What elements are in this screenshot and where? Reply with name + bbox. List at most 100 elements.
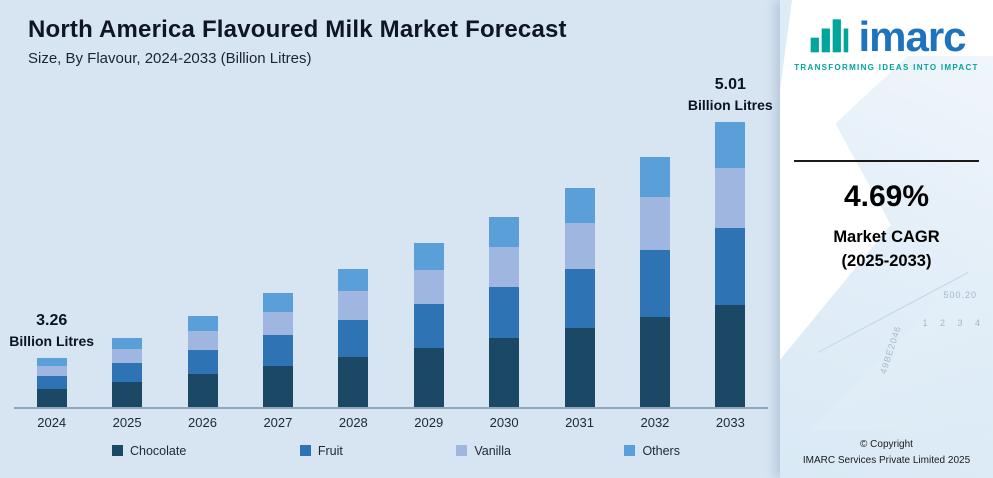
bar-segment-vanilla-2032 — [639, 197, 670, 250]
bar-segment-chocolate-2032 — [639, 316, 670, 407]
bar-segment-vanilla-2030 — [489, 246, 520, 288]
bar-column-2029 — [391, 243, 466, 407]
x-axis-label-2024: 2024 — [37, 414, 67, 430]
bar-segment-fruit-2033 — [715, 227, 746, 305]
legend-swatch-vanilla — [456, 445, 468, 457]
info-panel: 500.20 1 2 3 4 49BE2046 imarc TRANSFORMI… — [780, 0, 993, 478]
chart-panel: North America Flavoured Milk Market Fore… — [0, 0, 780, 478]
x-axis-label-2027: 2027 — [263, 414, 293, 430]
bar-segment-others-2028 — [338, 269, 369, 292]
imarc-logo: imarc TRANSFORMING IDEAS INTO IMPACT — [780, 0, 993, 72]
x-axis-label-2032: 2032 — [640, 414, 670, 430]
imarc-tagline: TRANSFORMING IDEAS INTO IMPACT — [794, 63, 979, 72]
chart-legend: Chocolate Fruit Vanilla Others — [0, 430, 780, 458]
bar-segment-fruit-2031 — [564, 268, 595, 328]
cagr-label-line1: Market CAGR — [833, 228, 940, 246]
bar-segment-chocolate-2028 — [338, 357, 369, 407]
bar-segment-fruit-2024 — [36, 376, 67, 390]
bar-segment-fruit-2025 — [112, 363, 143, 382]
data-label-2024: 3.26 Billion Litres — [9, 311, 94, 350]
data-label-2024-value: 3.26 — [36, 312, 68, 330]
bar-column-2025 — [89, 337, 164, 407]
legend-item-vanilla: Vanilla — [456, 444, 511, 458]
legend-swatch-others — [624, 445, 636, 457]
copyright: © Copyright IMARC Services Private Limit… — [780, 437, 993, 468]
bar-segment-fruit-2028 — [338, 320, 369, 358]
bar-column-2024 — [14, 358, 89, 407]
bar-segment-vanilla-2031 — [564, 222, 595, 269]
page-subtitle: Size, By Flavour, 2024-2033 (Billion Lit… — [28, 49, 312, 67]
legend-label-vanilla: Vanilla — [474, 443, 511, 458]
legend-item-chocolate: Chocolate — [112, 444, 186, 458]
bar-segment-vanilla-2033 — [715, 168, 746, 228]
imarc-logo-icon — [811, 19, 849, 53]
bar-segment-others-2032 — [639, 157, 670, 197]
x-axis-label-2030: 2030 — [489, 414, 519, 430]
page-title: North America Flavoured Milk Market Fore… — [28, 16, 567, 43]
bar-segment-chocolate-2031 — [564, 327, 595, 407]
bar-segment-vanilla-2028 — [338, 291, 369, 320]
bar-segment-vanilla-2027 — [262, 311, 293, 336]
bar-segment-chocolate-2027 — [262, 365, 293, 407]
bar-column-2031 — [542, 188, 617, 407]
x-axis: 2024 2025 2026 2027 2028 2029 2030 2031 2032 2033 — [14, 415, 768, 430]
x-axis-label-2033: 2033 — [715, 414, 745, 430]
bar-column-2033 — [693, 122, 768, 407]
bar-segment-fruit-2030 — [489, 287, 520, 339]
x-axis-label-2029: 2029 — [414, 414, 444, 430]
chart-plot: 3.26 Billion Litres 5.01 Billion Litres — [9, 76, 773, 409]
cagr-value: 4.69% — [843, 180, 930, 213]
data-label-2033: 5.01 Billion Litres — [688, 75, 773, 114]
legend-swatch-fruit — [299, 445, 311, 457]
bar-segment-others-2033 — [715, 122, 746, 169]
bar-segment-fruit-2027 — [262, 335, 293, 366]
bar-segment-others-2025 — [112, 337, 143, 349]
bar-column-2030 — [466, 216, 541, 407]
x-axis-label-2031: 2031 — [565, 414, 594, 430]
legend-label-fruit: Fruit — [317, 443, 343, 458]
bar-column-2032 — [617, 157, 692, 407]
bar-segment-vanilla-2026 — [187, 330, 218, 350]
legend-item-others: Others — [624, 444, 680, 458]
bar-segment-vanilla-2025 — [112, 348, 143, 364]
bar-segment-vanilla-2029 — [413, 269, 444, 304]
legend-item-fruit: Fruit — [299, 443, 343, 458]
bar-segment-fruit-2032 — [639, 249, 670, 317]
x-axis-label-2026: 2026 — [188, 414, 217, 430]
bar-segment-others-2024 — [36, 358, 67, 367]
copyright-line2: IMARC Services Private Limited 2025 — [802, 454, 971, 466]
bar-segment-others-2030 — [489, 216, 520, 247]
data-label-2033-value: 5.01 — [714, 75, 746, 93]
legend-label-chocolate: Chocolate — [130, 443, 187, 458]
cagr-block: 4.69% Market CAGR (2025-2033) — [780, 180, 993, 274]
bar-segment-others-2031 — [564, 188, 595, 223]
bar-series-container — [14, 77, 768, 407]
legend-swatch-chocolate — [112, 445, 123, 457]
bar-segment-fruit-2029 — [413, 303, 444, 348]
legend-label-others: Others — [642, 443, 680, 458]
bar-segment-chocolate-2024 — [36, 389, 67, 407]
bar-segment-chocolate-2025 — [112, 381, 143, 407]
bar-segment-chocolate-2033 — [715, 304, 746, 407]
bar-column-2027 — [240, 293, 315, 407]
bar-segment-others-2029 — [413, 243, 444, 270]
decorative-number: 500.20 — [943, 290, 977, 300]
cagr-label: Market CAGR (2025-2033) — [780, 226, 993, 274]
data-label-2033-unit: Billion Litres — [687, 96, 773, 113]
decorative-number: 1 2 3 4 — [922, 318, 985, 328]
bar-segment-chocolate-2026 — [187, 374, 218, 407]
bar-segment-others-2027 — [262, 293, 293, 312]
cagr-label-line2: (2025-2033) — [841, 251, 932, 270]
bar-column-2028 — [316, 269, 391, 407]
bar-segment-vanilla-2024 — [36, 366, 67, 377]
bar-segment-fruit-2026 — [187, 349, 218, 375]
imarc-wordmark: imarc — [858, 13, 966, 61]
bar-column-2026 — [165, 316, 240, 407]
bar-segment-others-2026 — [187, 316, 218, 331]
chart-header: North America Flavoured Milk Market Fore… — [0, 0, 780, 67]
x-axis-label-2028: 2028 — [338, 414, 368, 430]
x-axis-label-2025: 2025 — [112, 414, 142, 430]
data-label-2024-unit: Billion Litres — [9, 333, 95, 350]
divider — [794, 160, 979, 162]
bar-segment-chocolate-2030 — [489, 338, 520, 407]
